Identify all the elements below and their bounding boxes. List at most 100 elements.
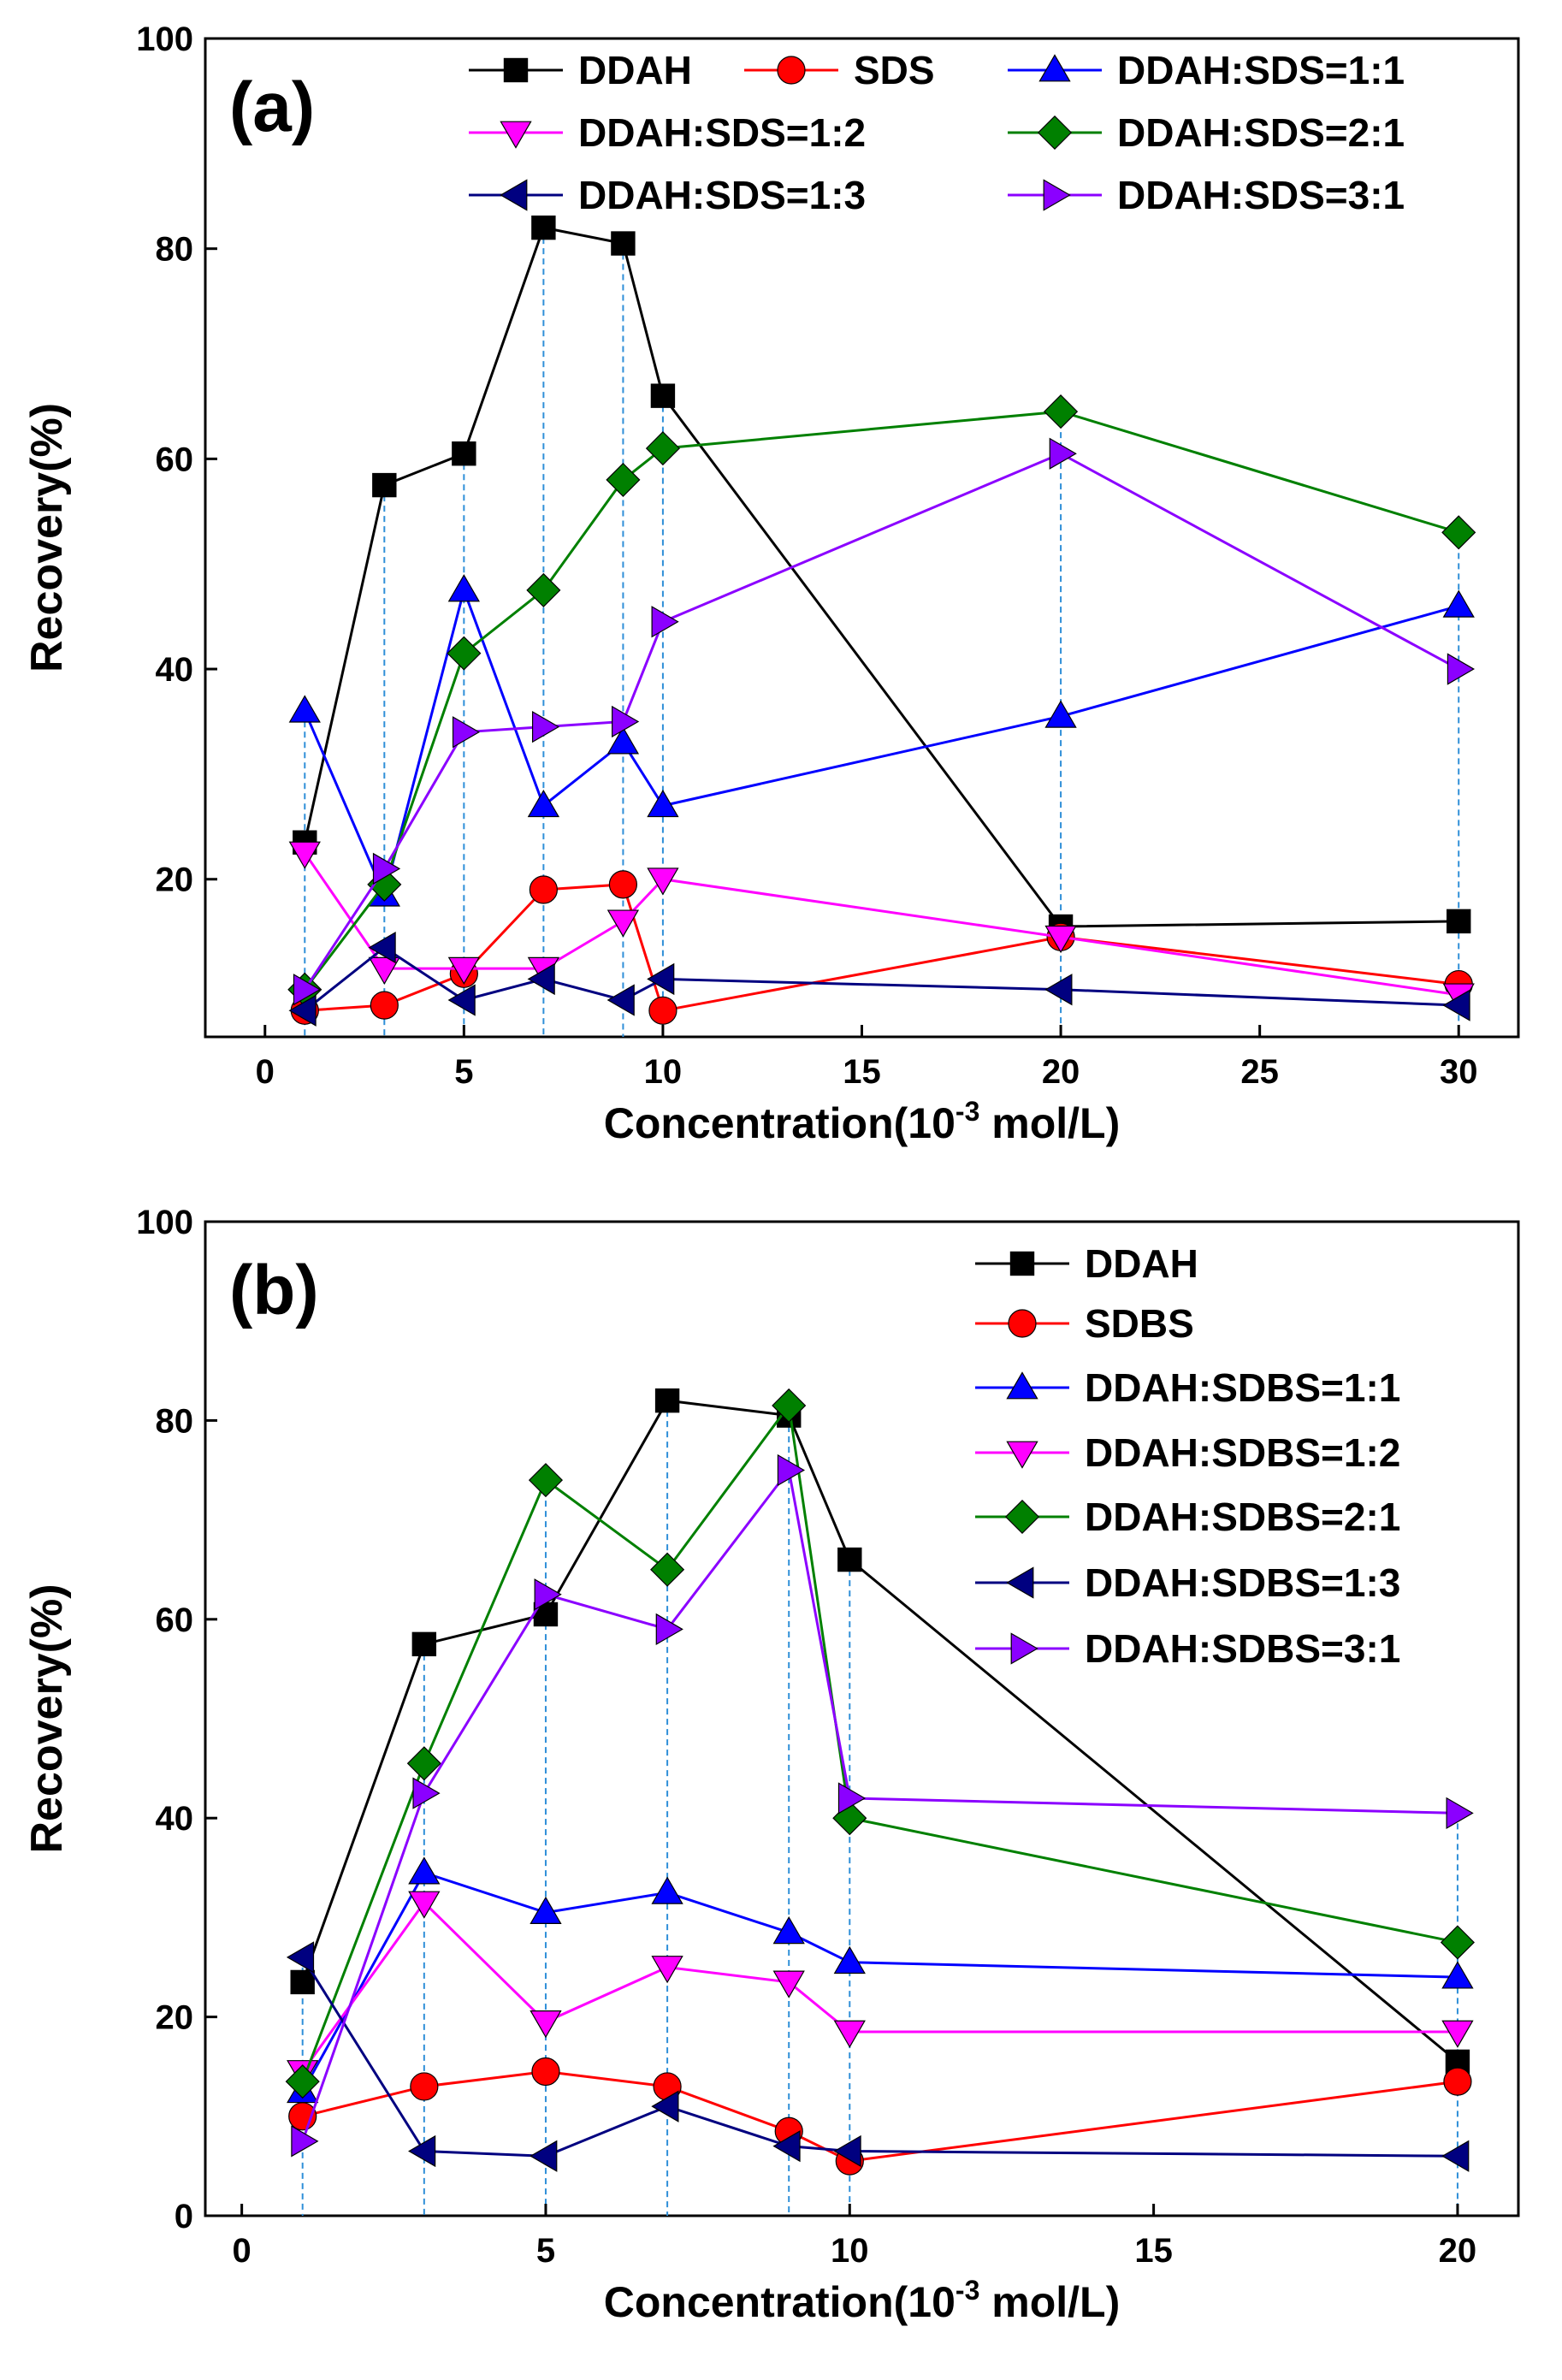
panel-a-point-ddah-sds-1-3-x30 [1442, 989, 1470, 1021]
panel-b-point-ddah-sdbs-2-1-x20 [1440, 1925, 1475, 1960]
panel-a-point-ddah-sds-1-2-x10 [647, 867, 679, 896]
panel-b-point-ddah-sdbs-1-2-x3 [408, 1891, 441, 1919]
panel-a-point-ddah-x10 [650, 383, 676, 408]
panel-a-point-sds-x7 [529, 875, 558, 904]
panel-b-point-ddah-sdbs-1-1-x7 [651, 1876, 683, 1904]
panel-b-x-tick-label-0: 0 [233, 2232, 251, 2270]
panel-a-point-ddah-sds-2-1-x7 [526, 572, 561, 607]
panel-a-x-tick-label-10: 10 [644, 1053, 683, 1091]
panel-a-x-tick-label-30: 30 [1440, 1053, 1478, 1091]
panel-b-legend-marker-sdbs [1008, 1309, 1037, 1338]
panel-b-legend-marker-ddah-sdbs-1-1 [1006, 1371, 1038, 1400]
panel-a-point-ddah-sds-1-2-x5 [447, 956, 480, 985]
panel-b-legend-label-ddah-sdbs-1-1: DDAH:SDBS=1:1 [1085, 1365, 1400, 1410]
panel-a-panel-label: (a) [229, 68, 315, 146]
panel-a-legend-label-sds: SDS [854, 48, 935, 92]
panel-a-legend-label-ddah-sds-2-1: DDAH:SDS=2:1 [1117, 110, 1405, 155]
panel-b-y-tick-label-100: 100 [136, 1204, 193, 1241]
panel-b-point-ddah-sdbs-1-2-x9 [772, 1970, 805, 1998]
panel-a-point-ddah-sds-3-1-x1 [293, 974, 322, 1006]
panel-a-y-tick-label-20: 20 [156, 861, 194, 899]
panel-a-point-ddah-sds-1-2-x3 [368, 956, 400, 985]
panel-a-point-ddah-sds-1-2-x20 [1044, 925, 1077, 954]
panel-a-point-ddah-sds-1-3-x10 [647, 962, 675, 996]
panel-a-point-ddah-sds-2-1-x20 [1044, 394, 1079, 429]
panel-a-point-ddah-x3 [372, 472, 397, 498]
panel-b-point-ddah-sdbs-1-3-x20 [1441, 2140, 1470, 2172]
panel-a-point-ddah-sds-3-1-x9 [612, 705, 640, 738]
panel-b-point-ddah-sdbs-1-3-x9 [772, 2130, 801, 2163]
panel-b-point-ddah-sdbs-3-1-x20 [1446, 1797, 1474, 1830]
panel-b-point-ddah-sdbs-1-1-x20 [1441, 1961, 1474, 1989]
panel-b-point-ddah-sdbs-1-2-x20 [1441, 2020, 1474, 2048]
panel-a-point-ddah-sds-1-3-x5 [447, 984, 476, 1016]
panel-b-point-ddah-x7 [654, 1388, 680, 1413]
panel-b-legend-label-ddah: DDAH [1085, 1241, 1198, 1286]
panel-a-point-ddah-sds-1-1-x20 [1044, 700, 1077, 728]
panel-a-legend-marker-ddah-sds-1-1 [1038, 54, 1071, 82]
panel-a-series-line-ddah-sds-2-1 [304, 410, 1459, 991]
panel-a-point-ddah-sds-1-3-x9 [606, 984, 635, 1016]
panel-a-legend-label-ddah-sds-3-1: DDAH:SDS=3:1 [1117, 173, 1405, 217]
panel-a-point-ddah-sds-1-1-x7 [527, 789, 560, 818]
panel-b-legend-label-ddah-sdbs-2-1: DDAH:SDBS=2:1 [1085, 1495, 1400, 1539]
panel-b-y-tick-label-80: 80 [156, 1402, 194, 1440]
panel-a-legend-label-ddah-sds-1-2: DDAH:SDS=1:2 [578, 110, 866, 155]
panel-b-point-ddah-sdbs-1-3-x5 [530, 2140, 558, 2172]
panel-a-point-ddah-sds-1-1-x30 [1442, 589, 1475, 618]
panel-a-point-ddah-sds-1-3-x1 [288, 994, 317, 1027]
panel-b-point-ddah-sdbs-1-2-x5 [530, 2010, 562, 2039]
panel-a-series-line-ddah [303, 226, 1459, 928]
panel-a-series-line-ddah-sds-1-2 [304, 852, 1459, 997]
panel-b-point-ddah-sdbs-1-3-x7 [651, 2090, 679, 2122]
panel-a-point-ddah-sds-1-1-x1 [288, 695, 321, 723]
panel-b-series-line-sdbs [302, 2069, 1458, 2163]
panel-a-point-ddah-sds-3-1-x3 [372, 852, 401, 885]
panel-b-x-axis-title: Concentration(10-3 mol/L) [604, 2275, 1121, 2326]
panel-b-series-line-ddah-sdbs-1-1 [301, 1871, 1458, 2093]
panel-b-legend-marker-ddah-sdbs-3-1 [1010, 1632, 1038, 1665]
panel-a-y-tick-label-100: 100 [136, 21, 193, 58]
panel-b-point-ddah-sdbs-3-1-x9 [777, 1453, 806, 1487]
panel-a-point-sds-x3 [370, 991, 399, 1020]
panel-b-point-ddah-sdbs-2-1-x5 [528, 1463, 564, 1498]
panel-b-y-tick-label-40: 40 [156, 1800, 194, 1838]
panel-b-point-ddah-sdbs-1-1-x10 [833, 1945, 866, 1974]
panel-a-point-ddah-sds-3-1-x5 [452, 716, 481, 749]
panel-a-chart: 0 5 10 15 20 25 30 20 40 60 80 100 Concentration(10-… [22, 21, 1520, 1147]
panel-b-x-tick-label-5: 5 [536, 2232, 555, 2270]
panel-b-point-ddah-sdbs-1-1-x3 [408, 1856, 441, 1885]
panel-b-point-ddah-sdbs-1-1-x5 [530, 1896, 562, 1924]
panel-a-x-tick-label-20: 20 [1042, 1053, 1080, 1091]
panel-b-point-ddah-sdbs-1-1-x9 [772, 1916, 805, 1945]
panel-a-x-tick-label-25: 25 [1240, 1053, 1279, 1091]
panel-b-point-ddah-sdbs-1-2-x7 [651, 1956, 683, 1984]
panel-a-y-tick-label-40: 40 [156, 651, 194, 689]
panel-b-series-line-ddah-sdbs-1-2 [301, 1900, 1458, 2073]
panel-b-point-ddah-sdbs-2-1-x7 [650, 1552, 685, 1587]
panel-b-point-ddah-sdbs-1-3-x1 [286, 1941, 315, 1974]
panel-b-point-ddah-sdbs-1-2-x10 [833, 2020, 866, 2048]
panel-b-point-ddah-sdbs-3-1-x5 [534, 1578, 562, 1611]
panel-a-y-tick-label-60: 60 [156, 441, 194, 478]
panel-a-point-ddah-x5 [452, 441, 476, 466]
panel-a-point-ddah-sds-2-1-x30 [1441, 515, 1476, 550]
panel-b-y-axis-title: Recovery(%) [22, 1584, 72, 1853]
panel-a-x-axis-title: Concentration(10-3 mol/L) [604, 1096, 1121, 1147]
panel-b-legend-marker-ddah-sdbs-1-2 [1006, 1441, 1038, 1469]
panel-b-x-tick-label-15: 15 [1134, 2232, 1173, 2270]
panel-b-y-tick-label-20: 20 [156, 1999, 194, 2037]
panel-b-legend-label-ddah-sdbs-1-2: DDAH:SDBS=1:2 [1085, 1430, 1400, 1475]
panel-a-point-sds-x10 [648, 996, 677, 1025]
panel-a-x-tick-label-15: 15 [843, 1053, 881, 1091]
panel-a-x-tick-label-5: 5 [454, 1053, 473, 1091]
panel-b-legend-marker-ddah [1009, 1251, 1035, 1276]
panel-a-y-axis-title: Recovery(%) [22, 403, 72, 672]
panel-b-point-ddah-sdbs-3-1-x10 [837, 1782, 867, 1815]
panel-a-point-ddah-sds-3-1-x20 [1049, 437, 1077, 470]
panel-b-point-ddah-sdbs-3-1-x3 [412, 1777, 441, 1809]
panel-a-point-sds-x9 [608, 870, 638, 899]
panel-b-legend-marker-ddah-sdbs-1-3 [1006, 1566, 1034, 1599]
panel-b-legend-label-ddah-sdbs-3-1: DDAH:SDBS=3:1 [1085, 1626, 1400, 1671]
panel-b-point-ddah-x1 [290, 1969, 315, 1995]
